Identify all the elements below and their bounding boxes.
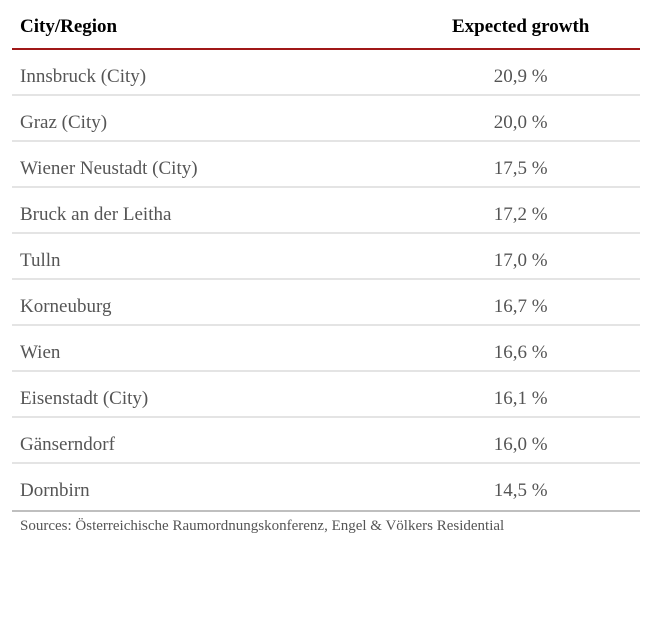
col-header-region: City/Region bbox=[12, 10, 401, 49]
table-row: Wiener Neustadt (City) 17,5 % bbox=[12, 141, 640, 187]
cell-region: Korneuburg bbox=[12, 279, 401, 325]
cell-region: Innsbruck (City) bbox=[12, 49, 401, 95]
cell-growth: 20,9 % bbox=[401, 49, 640, 95]
growth-table: City/Region Expected growth Innsbruck (C… bbox=[12, 10, 640, 508]
cell-growth: 16,0 % bbox=[401, 417, 640, 463]
table-row: Gänserndorf 16,0 % bbox=[12, 417, 640, 463]
cell-growth: 17,5 % bbox=[401, 141, 640, 187]
table-row: Innsbruck (City) 20,9 % bbox=[12, 49, 640, 95]
table-row: Dornbirn 14,5 % bbox=[12, 463, 640, 508]
cell-growth: 14,5 % bbox=[401, 463, 640, 508]
table-row: Bruck an der Leitha 17,2 % bbox=[12, 187, 640, 233]
cell-growth: 16,7 % bbox=[401, 279, 640, 325]
table-row: Tulln 17,0 % bbox=[12, 233, 640, 279]
sources-note: Sources: Österreichische Raumordnungskon… bbox=[12, 510, 640, 535]
table-header-row: City/Region Expected growth bbox=[12, 10, 640, 49]
table-row: Eisenstadt (City) 16,1 % bbox=[12, 371, 640, 417]
col-header-growth: Expected growth bbox=[401, 10, 640, 49]
cell-growth: 16,1 % bbox=[401, 371, 640, 417]
table-row: Graz (City) 20,0 % bbox=[12, 95, 640, 141]
cell-region: Graz (City) bbox=[12, 95, 401, 141]
cell-growth: 17,2 % bbox=[401, 187, 640, 233]
cell-region: Gänserndorf bbox=[12, 417, 401, 463]
table-row: Wien 16,6 % bbox=[12, 325, 640, 371]
cell-region: Tulln bbox=[12, 233, 401, 279]
table-row: Korneuburg 16,7 % bbox=[12, 279, 640, 325]
cell-region: Eisenstadt (City) bbox=[12, 371, 401, 417]
cell-region: Wiener Neustadt (City) bbox=[12, 141, 401, 187]
cell-growth: 16,6 % bbox=[401, 325, 640, 371]
cell-region: Bruck an der Leitha bbox=[12, 187, 401, 233]
cell-region: Dornbirn bbox=[12, 463, 401, 508]
cell-region: Wien bbox=[12, 325, 401, 371]
cell-growth: 20,0 % bbox=[401, 95, 640, 141]
cell-growth: 17,0 % bbox=[401, 233, 640, 279]
